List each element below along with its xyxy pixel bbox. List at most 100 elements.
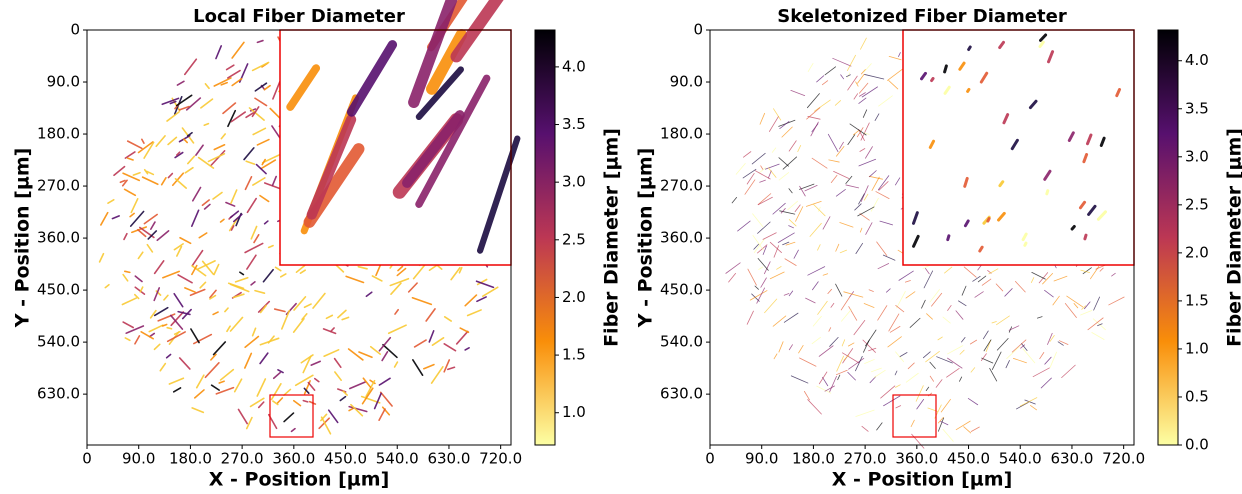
fiber <box>179 236 192 245</box>
fiber <box>407 282 418 293</box>
fiber <box>450 266 461 281</box>
fiber <box>916 398 925 410</box>
y-tick-label: 0 <box>693 21 703 39</box>
fiber <box>230 111 246 123</box>
fiber <box>778 157 789 167</box>
fiber <box>854 203 862 211</box>
fiber <box>222 102 237 115</box>
fiber <box>251 61 270 72</box>
fiber <box>847 54 856 71</box>
inset-fiber <box>286 64 321 111</box>
fiber <box>942 428 954 442</box>
fiber <box>274 266 282 272</box>
x-tick-label: 360.0 <box>272 450 315 468</box>
fiber <box>910 419 915 428</box>
fiber <box>863 193 869 201</box>
axes-frame <box>709 29 1135 446</box>
fiber <box>929 361 936 369</box>
fiber <box>337 309 347 319</box>
fiber <box>829 375 837 393</box>
fiber <box>173 243 184 251</box>
fiber <box>203 122 210 127</box>
fiber <box>160 176 167 186</box>
fiber <box>959 349 965 355</box>
fiber <box>280 309 291 330</box>
fiber <box>860 37 867 50</box>
fiber <box>816 385 832 394</box>
fiber <box>788 219 797 227</box>
fiber <box>381 351 389 362</box>
fiber <box>1019 397 1038 407</box>
fiber <box>858 129 865 141</box>
fiber <box>821 80 829 86</box>
fiber <box>459 327 470 334</box>
fiber <box>251 106 260 118</box>
colorbar-tick-label: 2.0 <box>562 288 586 306</box>
fiber <box>876 241 888 256</box>
fiber <box>153 343 161 351</box>
fiber <box>817 244 821 251</box>
fiber <box>167 172 174 179</box>
fiber <box>175 94 193 107</box>
fiber <box>896 291 906 309</box>
fiber <box>252 177 266 186</box>
fiber <box>482 286 499 298</box>
fiber <box>812 281 819 291</box>
fiber <box>759 167 766 174</box>
fiber <box>184 58 198 76</box>
fiber <box>137 228 147 238</box>
fiber <box>807 399 822 415</box>
inset-fiber <box>1083 233 1088 241</box>
fiber <box>760 277 767 288</box>
fiber <box>776 266 782 270</box>
fiber <box>122 172 141 182</box>
fiber <box>295 264 306 273</box>
fiber <box>1049 335 1055 342</box>
chart-title: Skeletonized Fiber Diameter <box>777 6 1067 27</box>
fiber <box>175 151 181 156</box>
fiber <box>839 222 854 228</box>
fiber <box>899 352 908 358</box>
x-tick-label: 450.0 <box>324 450 367 468</box>
inset-fiber <box>967 45 972 52</box>
fiber <box>122 321 134 329</box>
fiber <box>161 97 180 106</box>
fiber <box>150 221 156 230</box>
x-tick-label: 180.0 <box>169 450 212 468</box>
fiber <box>148 324 164 333</box>
fiber <box>252 127 267 136</box>
colorbar-tick-label: 1.0 <box>1185 339 1209 357</box>
fiber <box>277 369 284 374</box>
fiber <box>361 387 374 405</box>
fiber <box>751 152 766 165</box>
inset-fiber <box>998 40 1005 50</box>
fiber <box>1108 296 1125 306</box>
inset-fiber <box>1038 40 1045 49</box>
inset-fiber <box>306 114 357 220</box>
inset-fiber <box>1043 169 1052 181</box>
y-tick-label: 360.0 <box>660 229 703 247</box>
fiber <box>413 339 427 348</box>
fiber <box>225 201 236 207</box>
fiber <box>273 308 286 313</box>
x-tick-label: 180.0 <box>792 450 835 468</box>
fiber <box>261 158 266 166</box>
fiber <box>878 181 889 191</box>
fiber <box>1021 343 1028 351</box>
inset-fiber <box>1099 136 1106 147</box>
fiber <box>466 309 482 317</box>
inset-fiber <box>1021 232 1028 242</box>
fiber <box>780 208 786 214</box>
fiber <box>835 146 845 157</box>
fiber <box>210 353 217 361</box>
fiber <box>253 234 260 244</box>
fiber <box>411 297 433 306</box>
fiber <box>378 336 392 352</box>
fiber <box>134 335 141 345</box>
fiber <box>369 345 381 355</box>
fiber <box>868 289 874 292</box>
fiber <box>855 409 875 417</box>
fiber <box>827 133 839 153</box>
fiber <box>847 72 851 78</box>
fiber <box>790 375 809 384</box>
